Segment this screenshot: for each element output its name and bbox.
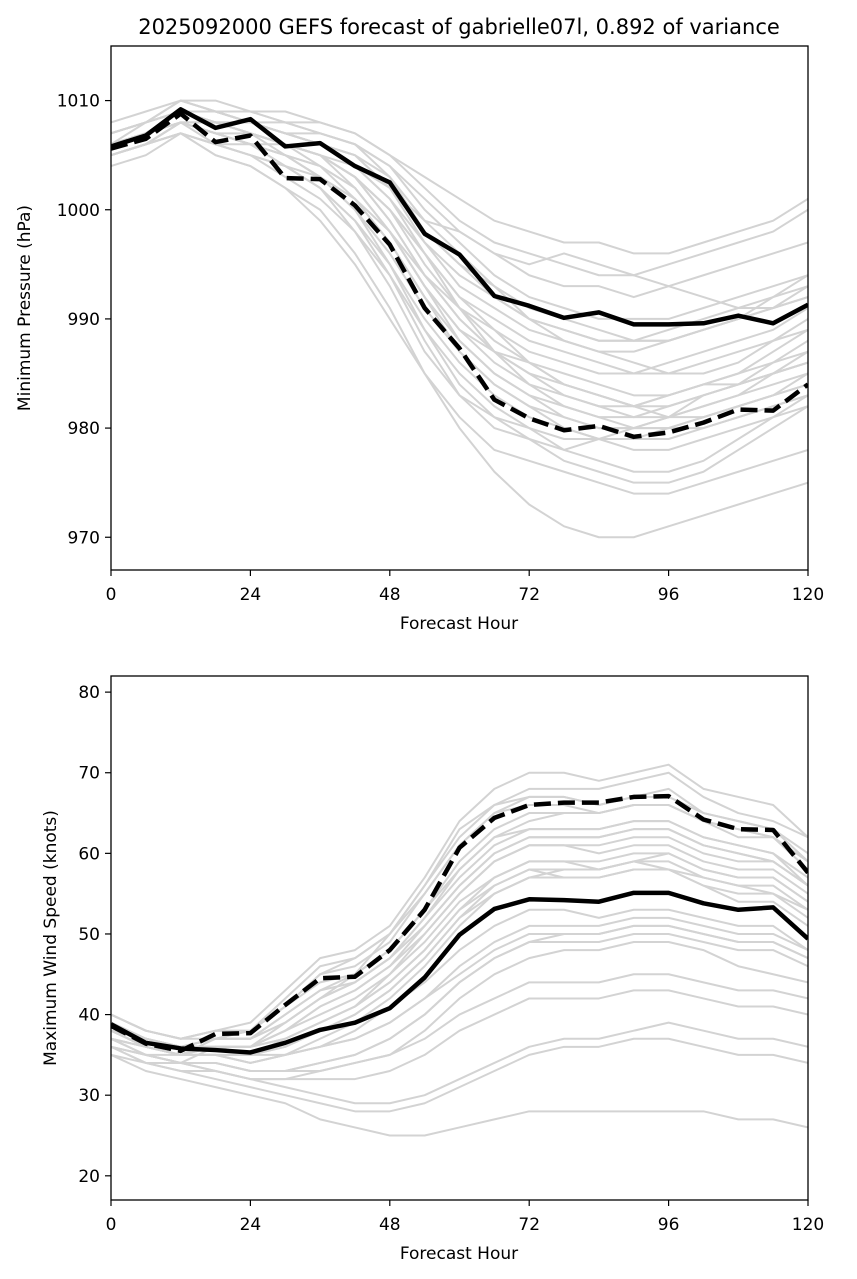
pressure-x-tick-label: 24 <box>240 585 262 605</box>
pressure-ensemble-member-line <box>111 110 808 342</box>
wind-y-tick-label: 50 <box>78 925 100 945</box>
wind-ensemble-member-line <box>111 763 808 1040</box>
wind-ensemble-member-line <box>111 989 808 1081</box>
pressure-y-tick-label: 970 <box>68 528 100 548</box>
pressure-panel: 2025092000 GEFS forecast of gabrielle07l… <box>15 15 824 634</box>
pressure-x-tick-label: 48 <box>379 585 401 605</box>
wind-axes-frame <box>110 675 809 1201</box>
chart-title: 2025092000 GEFS forecast of gabrielle07l… <box>138 15 780 39</box>
wind-ensemble-member-line <box>111 1037 808 1113</box>
wind-ensemble-member-line <box>111 836 808 1048</box>
pressure-plot-area <box>111 99 808 539</box>
wind-panel: 0 24 48 72 96 120 20 30 40 50 60 70 80 Forecast Hour… <box>41 675 824 1264</box>
pressure-ensemble-member-line <box>111 132 808 539</box>
wind-dashed-series-line <box>111 793 808 1054</box>
wind-y-tick-label: 40 <box>78 1006 100 1026</box>
pressure-dashed-series-line <box>111 111 808 440</box>
pressure-y-tick-label: 990 <box>68 310 100 330</box>
wind-y-tick-label: 70 <box>78 764 100 784</box>
wind-y-tick-label: 20 <box>78 1167 100 1187</box>
pressure-axes-frame <box>110 45 809 571</box>
pressure-solid-series-line <box>111 107 808 327</box>
pressure-ensemble-member-line <box>111 99 808 255</box>
wind-x-tick-label: 48 <box>379 1215 401 1235</box>
wind-x-tick-label: 0 <box>106 1215 117 1235</box>
wind-y-tick-label: 80 <box>78 683 100 703</box>
wind-ticks: 0 24 48 72 96 120 20 30 40 50 60 70 80 <box>78 683 824 1235</box>
wind-x-axis-label: Forecast Hour <box>400 1244 518 1264</box>
pressure-y-tick-label: 1000 <box>57 201 100 221</box>
wind-y-axis-label: Maximum Wind Speed (knots) <box>41 810 61 1066</box>
pressure-ensemble-member-line <box>111 99 808 277</box>
wind-x-tick-label: 72 <box>518 1215 540 1235</box>
pressure-x-tick-label: 72 <box>518 585 540 605</box>
pressure-y-tick-label: 1010 <box>57 92 100 112</box>
pressure-ticks: 0 24 48 72 96 120 970 980 990 1000 1010 <box>57 92 824 605</box>
wind-ensemble-member-line <box>111 1053 808 1137</box>
pressure-x-axis-label: Forecast Hour <box>400 614 518 634</box>
wind-ensemble-member-line <box>111 820 808 1040</box>
wind-y-tick-label: 30 <box>78 1086 100 1106</box>
pressure-ensemble-member-line <box>111 132 808 397</box>
wind-y-tick-label: 60 <box>78 844 100 864</box>
wind-x-tick-label: 120 <box>792 1215 824 1235</box>
wind-ensemble-member-line <box>111 932 808 1073</box>
pressure-x-tick-label: 0 <box>106 585 117 605</box>
pressure-x-tick-label: 96 <box>658 585 680 605</box>
pressure-x-tick-label: 120 <box>792 585 824 605</box>
pressure-y-axis-label: Minimum Pressure (hPa) <box>15 205 35 411</box>
wind-x-tick-label: 24 <box>240 1215 262 1235</box>
pressure-ensemble-member-line <box>111 121 808 484</box>
wind-ensemble-member-line <box>111 916 808 1064</box>
wind-ensemble-member-line <box>111 868 808 1056</box>
wind-solid-series-line <box>111 890 808 1055</box>
wind-plot-area <box>111 763 808 1137</box>
wind-x-tick-label: 96 <box>658 1215 680 1235</box>
pressure-y-tick-label: 980 <box>68 419 100 439</box>
